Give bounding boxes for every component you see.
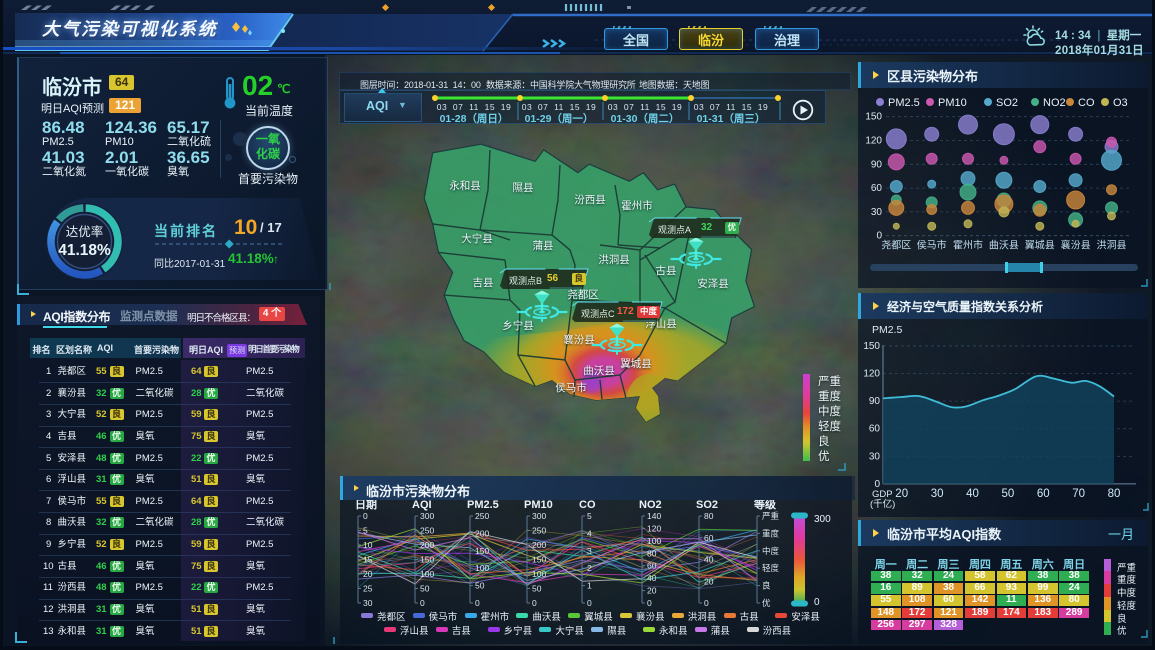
svg-text:优: 优 bbox=[762, 598, 771, 608]
svg-text:150: 150 bbox=[863, 341, 880, 352]
svg-text:80: 80 bbox=[1108, 488, 1121, 500]
svg-text:O3: O3 bbox=[1113, 97, 1128, 109]
svg-text:150: 150 bbox=[865, 112, 882, 123]
svg-text:GDP: GDP bbox=[872, 489, 893, 500]
svg-text:100: 100 bbox=[532, 569, 546, 579]
svg-text:250: 250 bbox=[475, 511, 489, 521]
svg-text:15: 15 bbox=[363, 555, 373, 565]
svg-text:100: 100 bbox=[420, 569, 434, 579]
svg-text:20: 20 bbox=[647, 586, 657, 596]
svg-text:CO: CO bbox=[1078, 97, 1095, 109]
svg-text:20: 20 bbox=[704, 576, 714, 586]
svg-text:25: 25 bbox=[363, 584, 373, 594]
svg-text:NO2: NO2 bbox=[639, 500, 662, 511]
svg-text:襄汾县: 襄汾县 bbox=[1061, 239, 1091, 252]
svg-text:达优率: 达优率 bbox=[66, 224, 104, 239]
svg-text:SO2: SO2 bbox=[996, 97, 1018, 109]
svg-text:60: 60 bbox=[871, 183, 883, 194]
svg-text:300: 300 bbox=[532, 511, 546, 521]
svg-text:CO: CO bbox=[579, 500, 596, 511]
svg-text:5: 5 bbox=[587, 511, 592, 521]
svg-text:4: 4 bbox=[587, 528, 592, 538]
svg-text:0: 0 bbox=[814, 597, 820, 608]
svg-text:侯马市: 侯马市 bbox=[917, 239, 947, 252]
svg-text:等级: 等级 bbox=[753, 500, 777, 511]
svg-text:PM2.5: PM2.5 bbox=[467, 500, 499, 511]
svg-text:50: 50 bbox=[1001, 488, 1014, 500]
svg-text:翼城县: 翼城县 bbox=[1025, 240, 1055, 252]
svg-text:40: 40 bbox=[966, 488, 979, 500]
svg-text:30: 30 bbox=[363, 598, 373, 608]
svg-text:60: 60 bbox=[1037, 488, 1050, 500]
svg-text:140: 140 bbox=[647, 511, 661, 521]
svg-text:PM2.5: PM2.5 bbox=[888, 97, 920, 109]
svg-text:霍州市: 霍州市 bbox=[953, 239, 983, 252]
svg-text:60: 60 bbox=[647, 561, 657, 571]
svg-text:100: 100 bbox=[647, 536, 661, 546]
svg-text:日期: 日期 bbox=[355, 500, 377, 511]
svg-text:120: 120 bbox=[863, 369, 880, 380]
svg-text:50: 50 bbox=[420, 584, 430, 594]
svg-text:100: 100 bbox=[475, 563, 489, 573]
svg-text:0: 0 bbox=[532, 598, 537, 608]
svg-text:300: 300 bbox=[420, 511, 434, 521]
svg-text:尧都区: 尧都区 bbox=[881, 239, 911, 252]
svg-text:250: 250 bbox=[420, 526, 434, 536]
svg-text:80: 80 bbox=[647, 548, 657, 558]
svg-text:重度: 重度 bbox=[762, 528, 780, 538]
svg-text:0: 0 bbox=[587, 598, 592, 608]
svg-text:轻度: 轻度 bbox=[762, 563, 780, 573]
svg-text:PM10: PM10 bbox=[524, 500, 553, 511]
svg-text:10: 10 bbox=[363, 540, 373, 550]
svg-text:0: 0 bbox=[874, 479, 880, 490]
svg-text:良: 良 bbox=[762, 581, 771, 591]
svg-text:SO2: SO2 bbox=[696, 500, 718, 511]
svg-text:40: 40 bbox=[647, 573, 657, 583]
svg-text:200: 200 bbox=[475, 528, 489, 538]
svg-text:300: 300 bbox=[814, 514, 831, 525]
svg-text:150: 150 bbox=[475, 546, 489, 556]
svg-text:1: 1 bbox=[587, 581, 592, 591]
svg-text:严重: 严重 bbox=[762, 511, 780, 521]
svg-text:90: 90 bbox=[871, 159, 883, 170]
svg-text:20: 20 bbox=[363, 569, 373, 579]
svg-text:3: 3 bbox=[587, 546, 592, 556]
svg-text:150: 150 bbox=[420, 555, 434, 565]
svg-text:30: 30 bbox=[931, 488, 944, 500]
svg-text:AQI: AQI bbox=[412, 500, 432, 511]
svg-text:0: 0 bbox=[475, 598, 480, 608]
svg-text:250: 250 bbox=[532, 526, 546, 536]
svg-text:洪洞县: 洪洞县 bbox=[1097, 240, 1127, 252]
svg-text:30: 30 bbox=[871, 207, 883, 218]
svg-text:2: 2 bbox=[587, 563, 592, 573]
svg-text:120: 120 bbox=[865, 136, 882, 147]
svg-text:41.18%: 41.18% bbox=[58, 242, 111, 259]
svg-text:5: 5 bbox=[363, 526, 368, 536]
svg-text:曲沃县: 曲沃县 bbox=[989, 240, 1019, 252]
svg-text:(千亿): (千亿) bbox=[870, 498, 895, 510]
svg-text:90: 90 bbox=[869, 396, 881, 407]
svg-text:PM2.5: PM2.5 bbox=[872, 324, 903, 336]
svg-text:PM10: PM10 bbox=[938, 97, 967, 109]
svg-text:0: 0 bbox=[647, 598, 652, 608]
svg-text:0: 0 bbox=[420, 598, 425, 608]
svg-text:150: 150 bbox=[532, 555, 546, 565]
svg-text:80: 80 bbox=[704, 511, 714, 521]
svg-text:0: 0 bbox=[704, 598, 709, 608]
svg-text:70: 70 bbox=[1072, 488, 1085, 500]
svg-text:120: 120 bbox=[647, 523, 661, 533]
svg-text:200: 200 bbox=[532, 540, 546, 550]
svg-text:中度: 中度 bbox=[762, 546, 780, 556]
svg-text:30: 30 bbox=[869, 451, 881, 462]
svg-text:0: 0 bbox=[363, 511, 368, 521]
svg-text:0: 0 bbox=[876, 231, 882, 242]
svg-text:50: 50 bbox=[532, 584, 542, 594]
svg-text:60: 60 bbox=[704, 533, 714, 543]
svg-text:40: 40 bbox=[704, 555, 714, 565]
svg-text:20: 20 bbox=[895, 488, 908, 500]
svg-text:50: 50 bbox=[475, 581, 485, 591]
svg-text:200: 200 bbox=[420, 540, 434, 550]
svg-text:60: 60 bbox=[869, 424, 881, 435]
svg-text:NO2: NO2 bbox=[1043, 97, 1066, 109]
